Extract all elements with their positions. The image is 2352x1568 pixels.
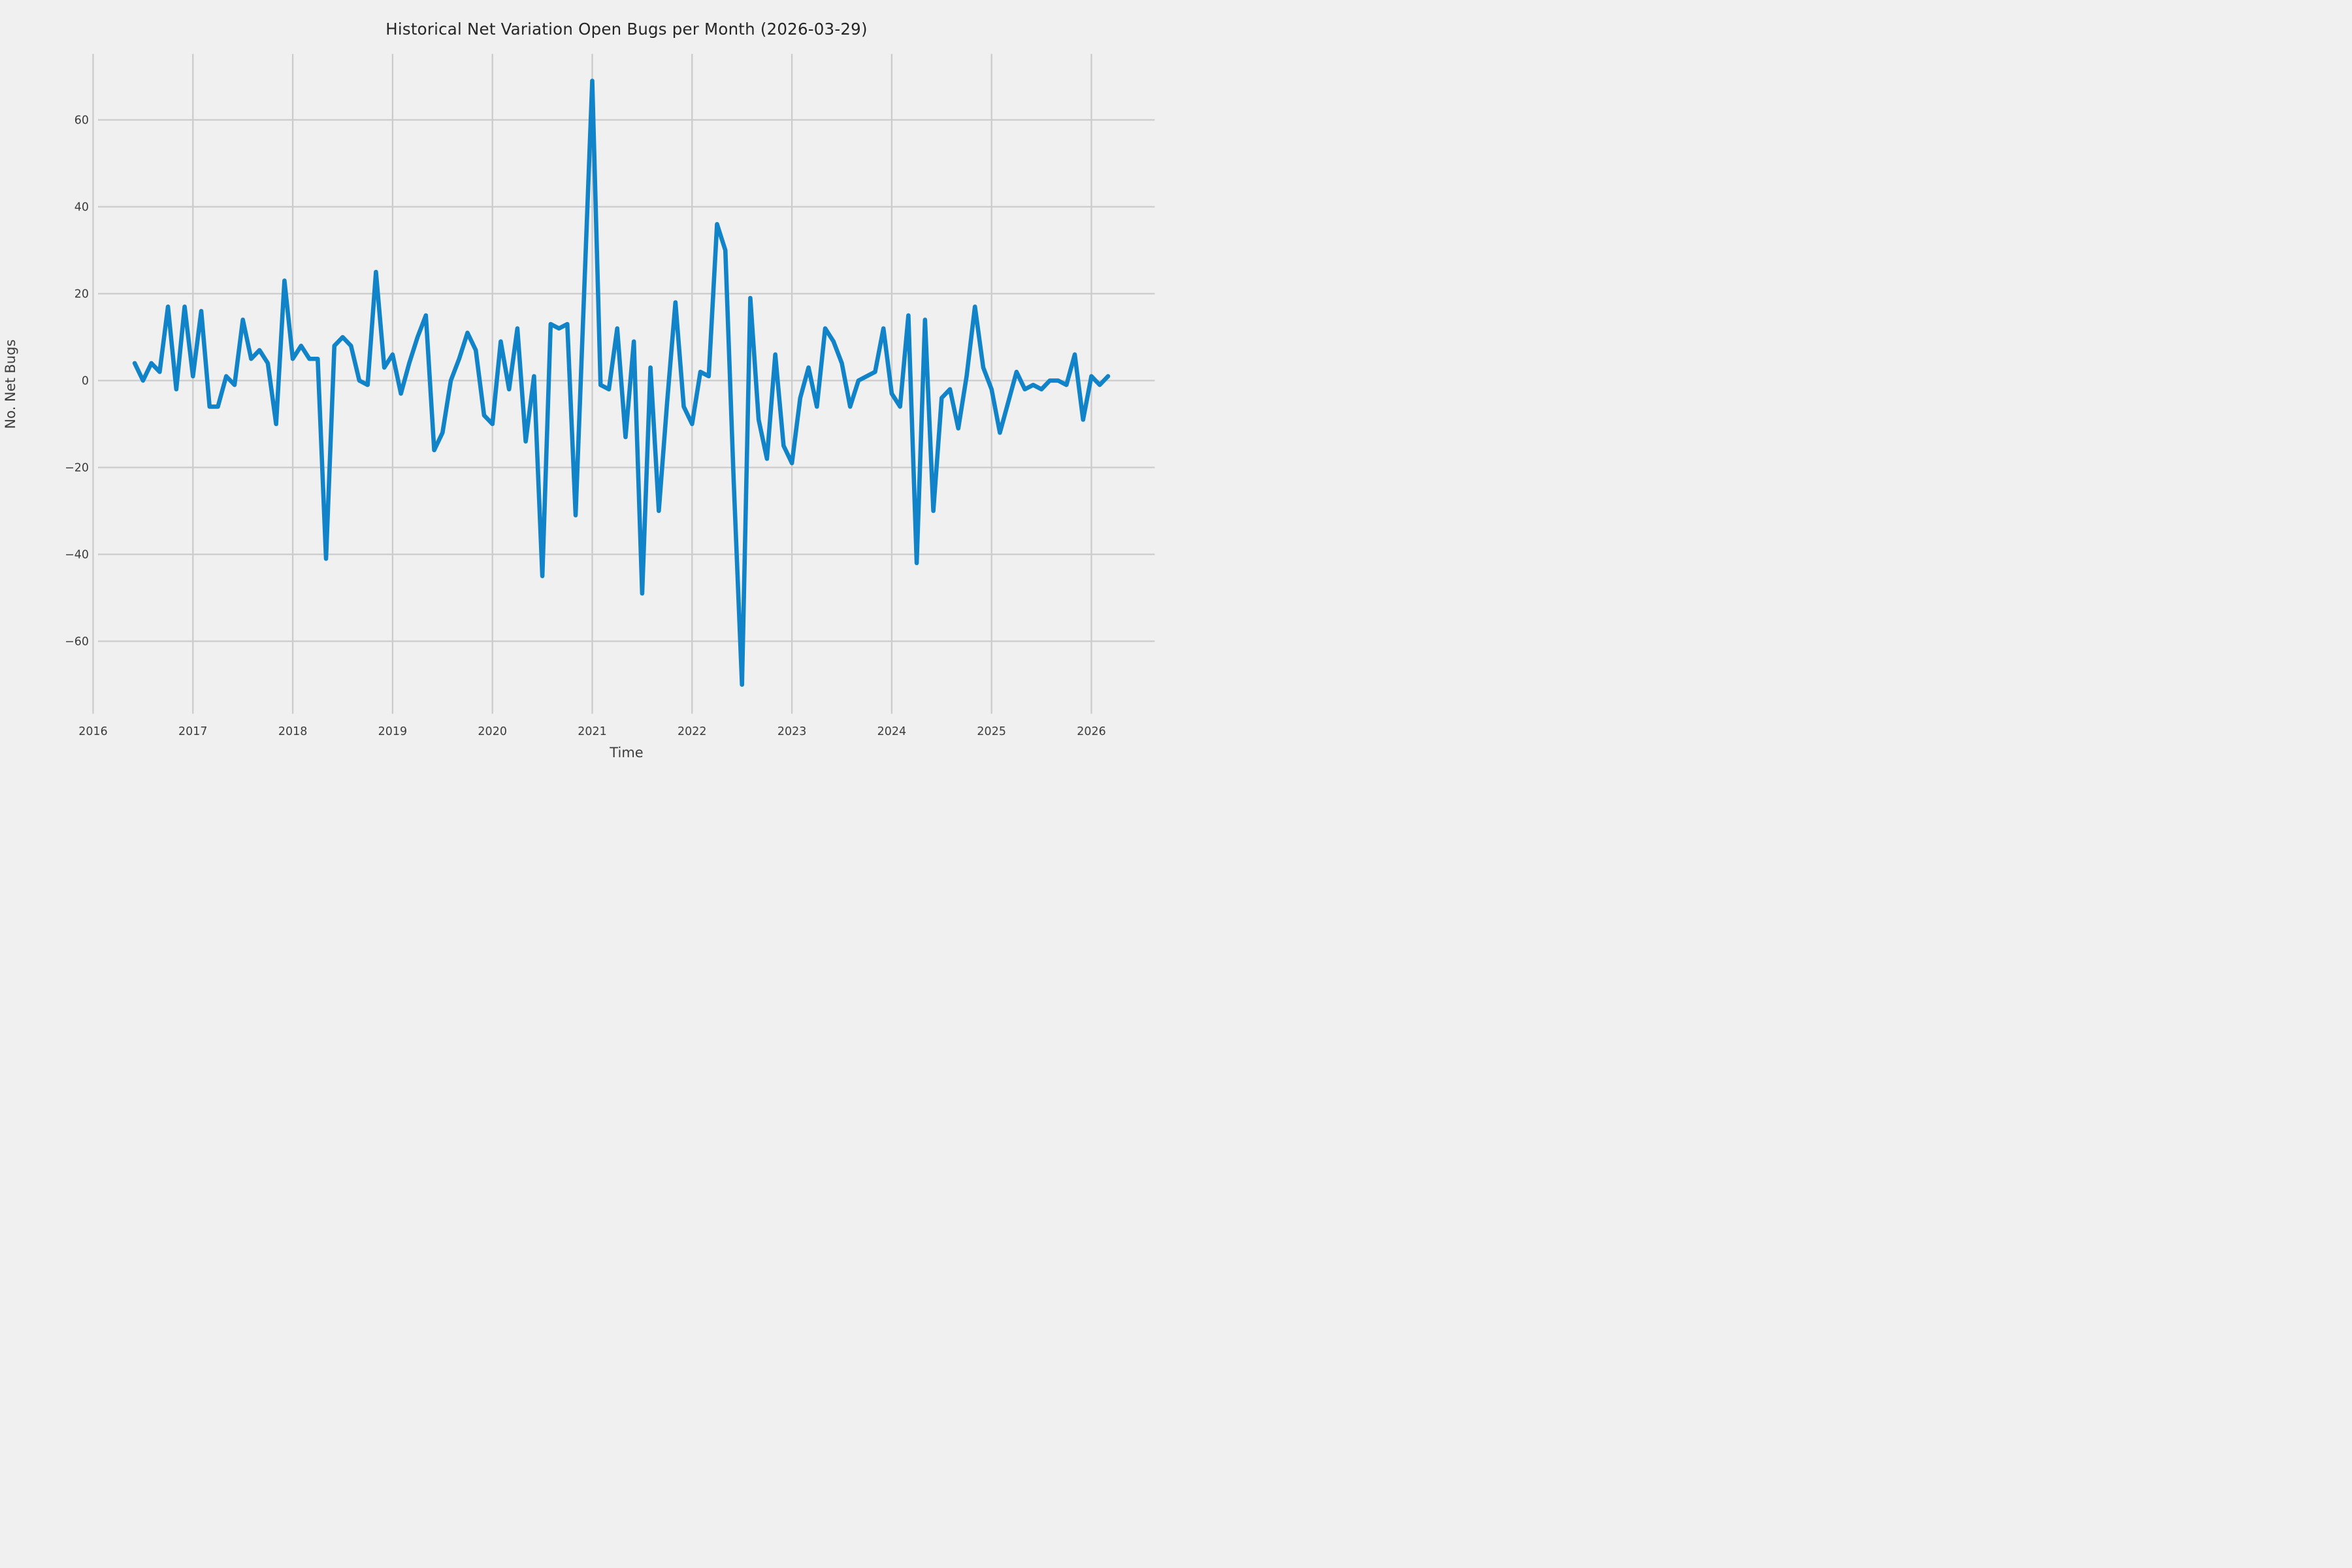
y-tick-label--60: −60 [65, 636, 89, 649]
gridlines [92, 54, 1155, 714]
x-tick-label-2025: 2025 [977, 725, 1006, 738]
y-tick-label-60: 60 [74, 114, 89, 127]
y-axis-label: No. Net Bugs [3, 339, 18, 429]
x-tick-label-2016: 2016 [78, 725, 108, 738]
x-tick-label-2023: 2023 [777, 725, 807, 738]
x-tick-label-2021: 2021 [578, 725, 607, 738]
y-tick-label--20: −20 [65, 462, 89, 475]
x-tick-label-2017: 2017 [178, 725, 208, 738]
series-line-net-bugs [132, 78, 1111, 687]
y-tick-label-40: 40 [74, 201, 89, 214]
x-tick-label-2026: 2026 [1077, 725, 1106, 738]
y-tick-label-0: 0 [82, 375, 89, 388]
x-tick-label-2020: 2020 [478, 725, 507, 738]
x-tick-label-2024: 2024 [877, 725, 907, 738]
y-tick-label-20: 20 [74, 288, 89, 301]
x-tick-label-2022: 2022 [678, 725, 707, 738]
chart-plot-area: 2016 2017 2018 2019 2020 2021 2022 2023 2024 2025… [65, 54, 1155, 738]
chart-title: Historical Net Variation Open Bugs per M… [385, 20, 868, 39]
x-axis-label: Time [610, 745, 644, 760]
x-tick-label-2019: 2019 [378, 725, 408, 738]
x-tick-labels: 2016 2017 2018 2019 2020 2021 2022 2023 2024 2025… [78, 725, 1106, 738]
x-tick-label-2018: 2018 [278, 725, 308, 738]
y-tick-labels: −60 −40 −20 0 20 40 60 [65, 114, 89, 649]
figure: Historical Net Variation Open Bugs per M… [0, 0, 1176, 784]
y-tick-label--40: −40 [65, 549, 89, 562]
